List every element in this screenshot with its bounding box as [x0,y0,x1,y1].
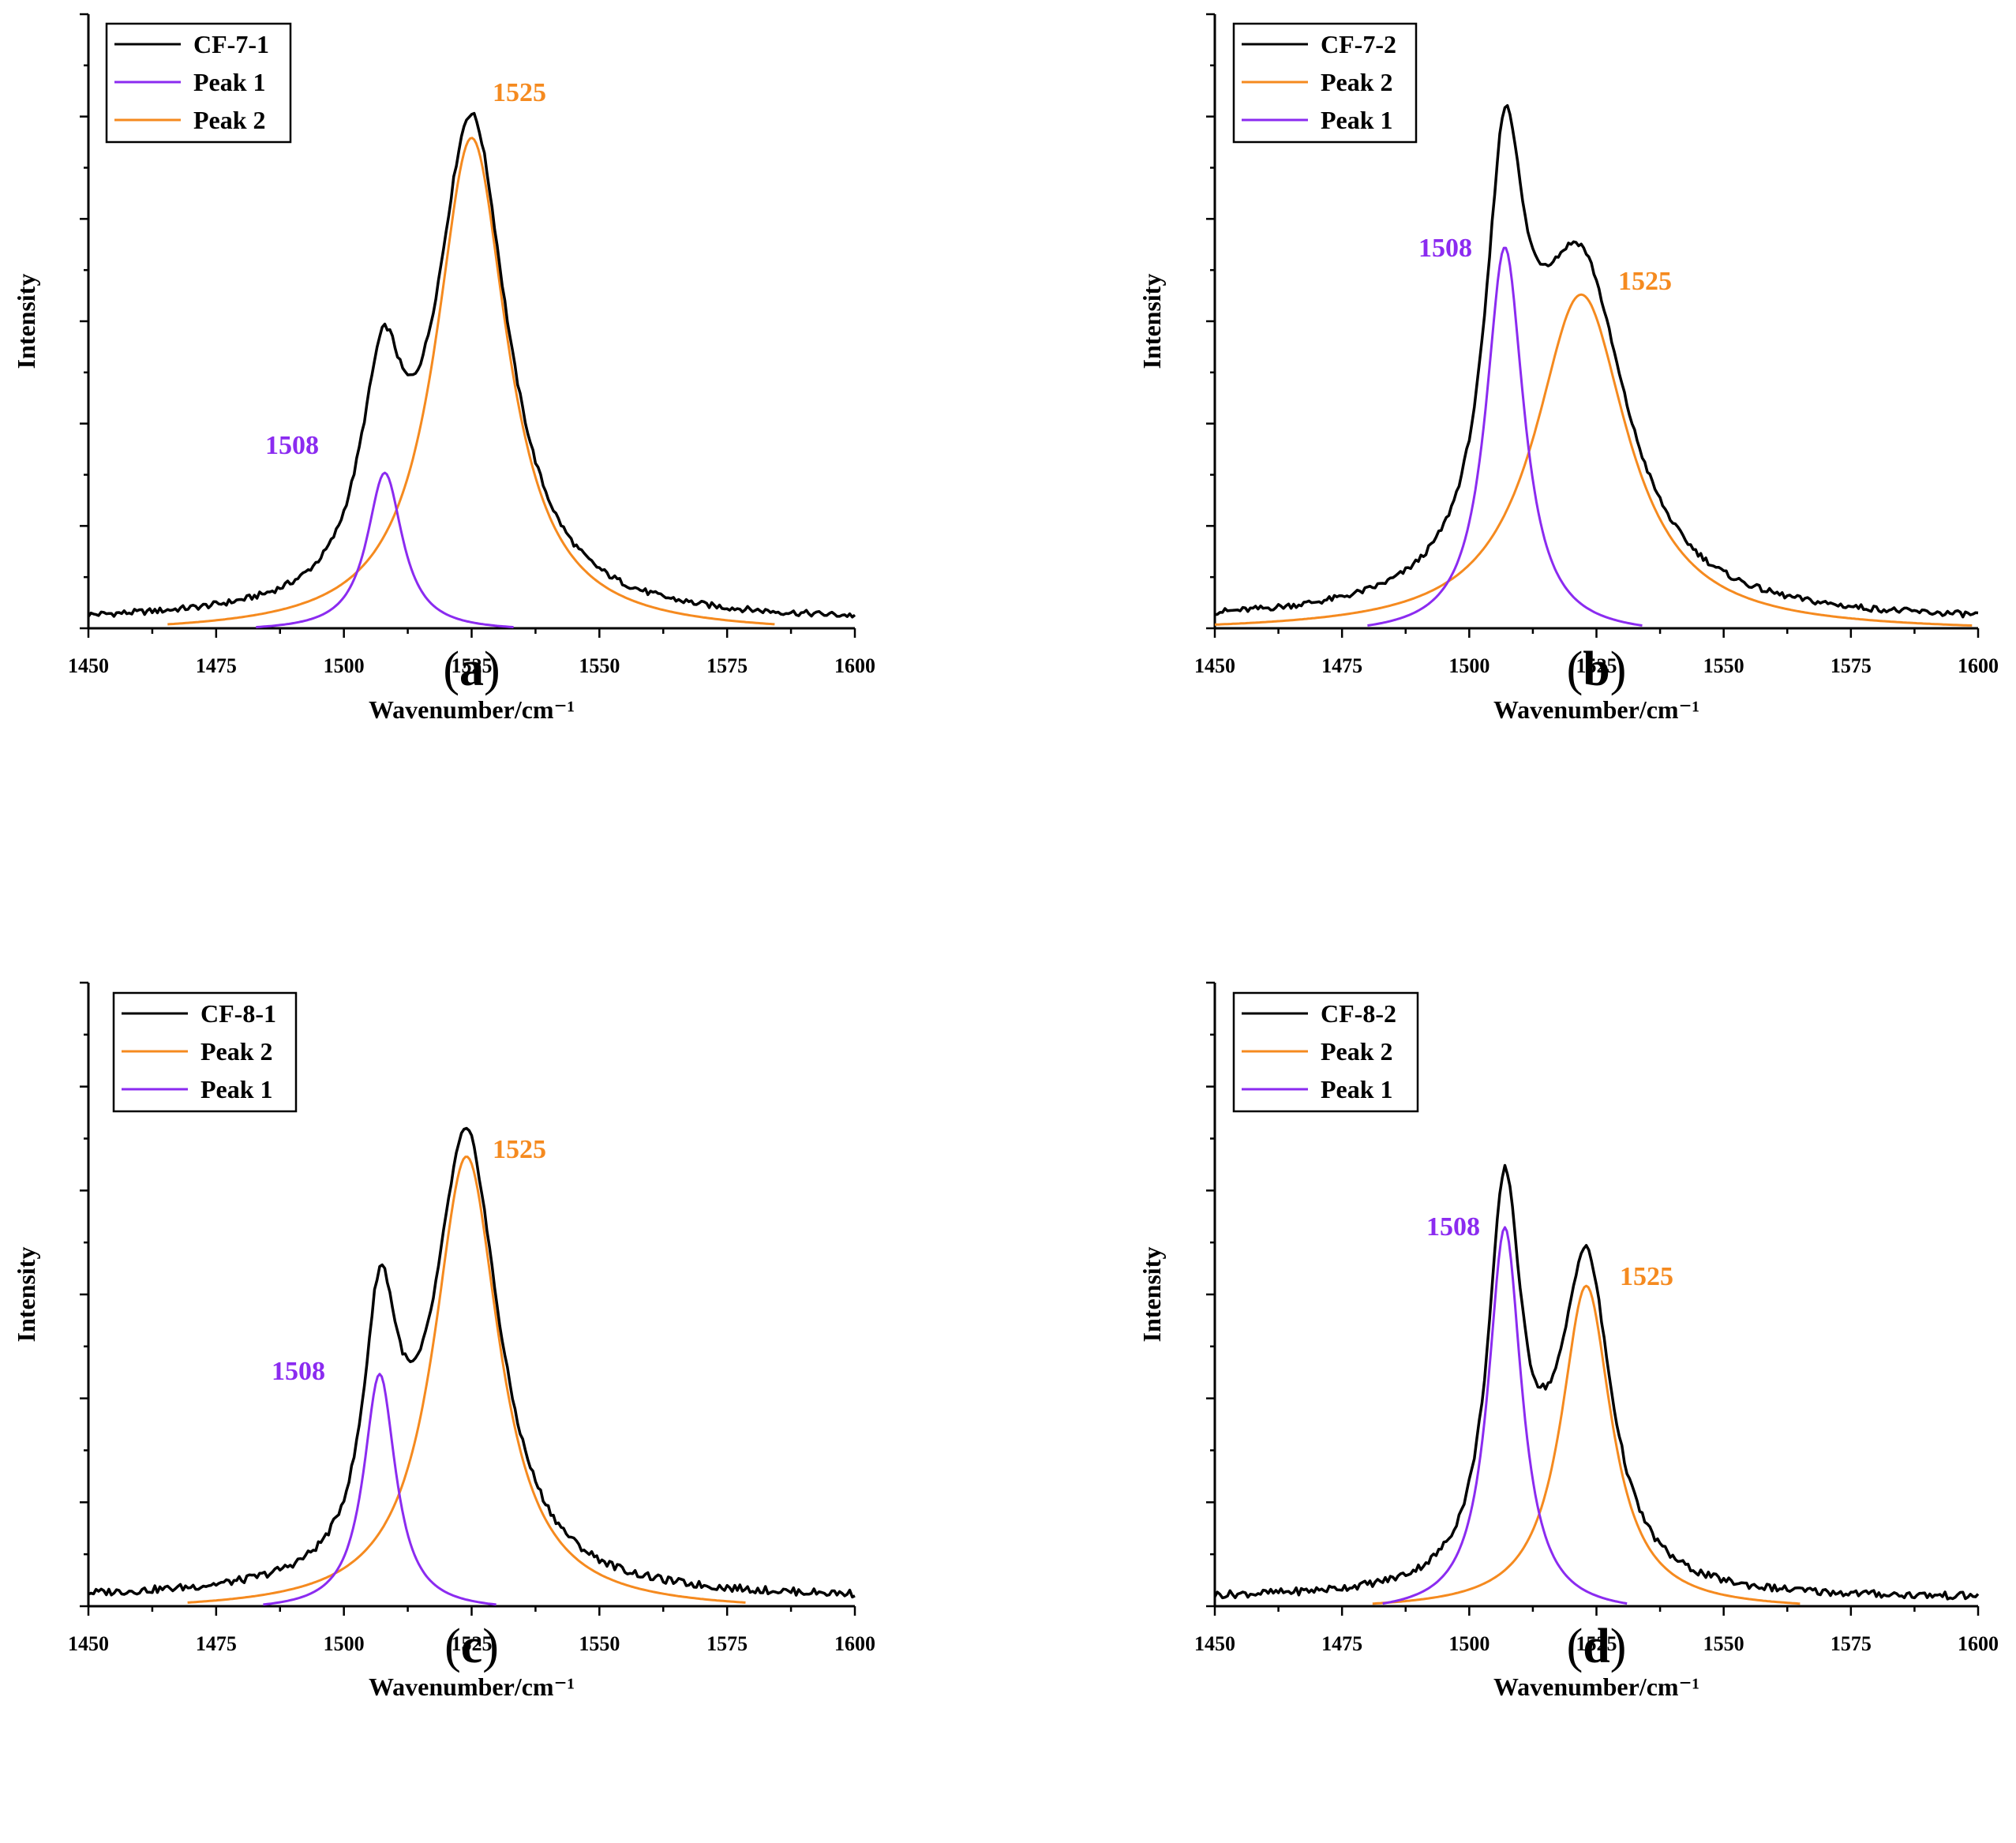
y-axis-title: Intensity [1137,1247,1166,1343]
x-tick-label: 1500 [1448,654,1490,677]
x-tick-label: 1500 [324,654,365,677]
spectrum-line [1214,103,1979,619]
panel-label-letter: c [461,1620,483,1673]
x-tick-label: 1450 [1194,654,1235,677]
x-axis-title: Wavenumber/cm⁻¹ [1493,1673,1699,1701]
panel-label-open-paren: ( [443,642,459,696]
legend-label: Peak 2 [200,1037,273,1066]
legend-label: Peak 2 [1321,68,1393,96]
legend: CF-7-1 Peak 1 Peak 2 [105,22,292,144]
peak1-label: 1508 [1418,234,1472,263]
legend-label: Peak 2 [1321,1037,1393,1066]
peak2-label: 1525 [493,1135,546,1164]
x-tick-label: 1525 [452,654,493,677]
x-tick-label: 1525 [1576,654,1617,677]
x-tick-label: 1475 [1321,654,1362,677]
panel-label-close-paren: ) [482,1620,499,1673]
x-tick-label: 1475 [196,1632,237,1655]
x-axis-title: Wavenumber/cm⁻¹ [1493,695,1699,724]
panel-label: (d) [1567,1620,1627,1673]
y-axis-title: Intensity [1137,274,1166,369]
x-tick-label: 1500 [324,1632,365,1655]
panel-label: (a) [443,642,500,696]
x-tick-label: 1500 [1448,1632,1490,1655]
peak1-fit-line [1367,246,1643,627]
panel-label-open-paren: ( [1567,642,1583,696]
peak2-fit-line [167,137,775,626]
legend: CF-8-2 Peak 2 Peak 1 [1232,991,1419,1113]
peak1-label: 1508 [1426,1212,1480,1242]
x-axis-title: Wavenumber/cm⁻¹ [369,1673,575,1701]
x-tick-label: 1600 [1958,1632,1999,1655]
peak2-fit-line [1214,293,1973,627]
legend-label: Peak 1 [1321,106,1393,134]
legend-label: CF-7-2 [1321,30,1396,58]
legend-label: CF-7-1 [193,30,269,58]
panel-label-open-paren: ( [1567,1620,1583,1673]
x-tick-label: 1600 [1958,654,1999,677]
spectrum-line [1213,1163,1980,1601]
legend-label: CF-8-1 [200,999,276,1028]
x-tick-label: 1600 [834,654,875,677]
legend-label: Peak 2 [193,106,266,134]
peak1-fit-line [256,471,514,629]
legend-label: Peak 1 [200,1075,273,1103]
legend-label: CF-8-2 [1321,999,1396,1028]
panel-label-close-paren: ) [1610,1620,1627,1673]
x-tick-label: 1525 [1576,1632,1617,1655]
peak2-label: 1525 [493,78,546,107]
panel-label: (c) [444,1620,499,1673]
x-tick-label: 1575 [706,1632,748,1655]
x-tick-label: 1550 [579,1632,620,1655]
chart-panel-b: 1450 1475 1500 1525 1550 1575 1600 Wavenumber/c… [1137,13,1999,724]
y-axis-title: Intensity [12,274,40,369]
panel-label-letter: d [1583,1620,1609,1673]
x-tick-label: 1525 [452,1632,493,1655]
x-tick-label: 1575 [1831,1632,1872,1655]
spectrum-line [88,1126,856,1599]
x-axis-title: Wavenumber/cm⁻¹ [369,695,575,724]
x-tick-label: 1475 [196,654,237,677]
x-tick-label: 1600 [834,1632,875,1655]
panel-label: (b) [1567,642,1627,696]
x-tick-label: 1550 [1703,654,1744,677]
x-tick-label: 1575 [1831,654,1872,677]
legend: CF-8-1 Peak 2 Peak 1 [112,991,298,1113]
x-tick-label: 1575 [706,654,748,677]
peak2-fit-line [187,1156,746,1604]
x-tick-label: 1450 [68,654,109,677]
spectrum-line [87,111,856,619]
legend: CF-7-2 Peak 2 Peak 1 [1232,22,1418,144]
legend-label: Peak 1 [1321,1075,1393,1103]
peak2-fit-line [1372,1284,1801,1605]
panel-label-close-paren: ) [484,642,500,696]
panel-label-letter: b [1583,642,1609,696]
chart-panel-d: 1450 1475 1500 1525 1550 1575 1600 Wavenumber/c… [1137,981,1999,1701]
legend-label: Peak 1 [193,68,266,96]
panel-label-open-paren: ( [444,1620,461,1673]
peak1-fit-line [1382,1226,1628,1605]
peak2-label: 1525 [1620,1262,1673,1291]
x-tick-label: 1550 [579,654,620,677]
panel-label-letter: a [459,642,484,696]
peak1-label: 1508 [272,1357,325,1386]
panel-label-close-paren: ) [1610,642,1627,696]
peak2-label: 1525 [1618,267,1672,296]
y-axis-title: Intensity [12,1247,40,1343]
x-tick-label: 1450 [68,1632,109,1655]
x-tick-label: 1550 [1703,1632,1744,1655]
chart-panel-a: 1450 1475 1500 1525 1550 1575 1600 Wavenumber/c… [12,13,875,724]
chart-panel-c: 1450 1475 1500 1525 1550 1575 1600 Wavenumber/c… [12,981,875,1701]
x-tick-label: 1450 [1194,1632,1235,1655]
peak1-label: 1508 [265,431,319,460]
peak1-fit-line [263,1373,497,1606]
x-tick-label: 1475 [1321,1632,1362,1655]
